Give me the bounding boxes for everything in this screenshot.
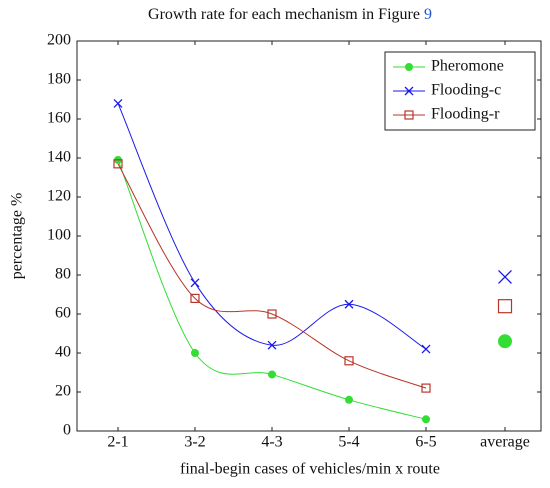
legend-label: Flooding-c	[431, 82, 501, 99]
x-tick-label: 4-3	[261, 434, 282, 451]
legend-label: Pheromone	[431, 58, 504, 75]
chart-title: Growth rate for each mechanism in Figure…	[148, 6, 432, 23]
x-tick-label: 2-1	[107, 434, 128, 451]
y-tick-label: 80	[55, 266, 71, 283]
point	[113, 159, 123, 169]
point	[498, 269, 512, 284]
y-tick-label: 180	[47, 71, 71, 88]
series-line	[117, 159, 427, 420]
point	[404, 110, 414, 120]
point	[190, 293, 200, 303]
y-tick-label: 60	[55, 305, 71, 322]
y-tick-label: 200	[47, 32, 71, 49]
point	[190, 278, 200, 288]
x-tick-label: 5-4	[338, 434, 359, 451]
x-tick-label: 6-5	[415, 434, 436, 451]
y-tick-label: 0	[63, 422, 71, 439]
y-axis-label: percentage %	[9, 193, 26, 280]
series-line	[117, 103, 427, 350]
y-tick-label: 160	[47, 110, 71, 127]
figure-link[interactable]: 9	[424, 6, 432, 23]
x-axis-label: final-begin cases of vehicles/min x rout…	[180, 461, 440, 478]
point	[191, 349, 199, 357]
legend: Pheromone Flooding-c Flooding-r	[384, 51, 536, 131]
point	[267, 340, 277, 350]
legend-label: Flooding-r	[431, 106, 500, 123]
point	[421, 383, 431, 393]
point	[344, 299, 354, 309]
point	[422, 415, 430, 424]
y-tick-label: 100	[47, 227, 71, 244]
x-tick-label: 3-2	[184, 434, 205, 451]
point	[267, 309, 277, 319]
point	[113, 98, 123, 108]
point	[404, 86, 414, 96]
point	[405, 63, 413, 71]
y-tick-label: 20	[55, 383, 71, 400]
y-tick-label: 120	[47, 188, 71, 205]
y-tick-label: 40	[55, 344, 71, 361]
point	[421, 344, 431, 354]
y-tick-label: 140	[47, 149, 71, 166]
point	[497, 299, 513, 314]
title-text: Growth rate for each mechanism in Figure	[148, 6, 420, 23]
point	[268, 370, 276, 379]
x-tick-label: average	[480, 434, 530, 451]
point	[344, 356, 354, 366]
point	[498, 334, 512, 349]
point	[345, 395, 353, 404]
series-line	[117, 163, 427, 389]
